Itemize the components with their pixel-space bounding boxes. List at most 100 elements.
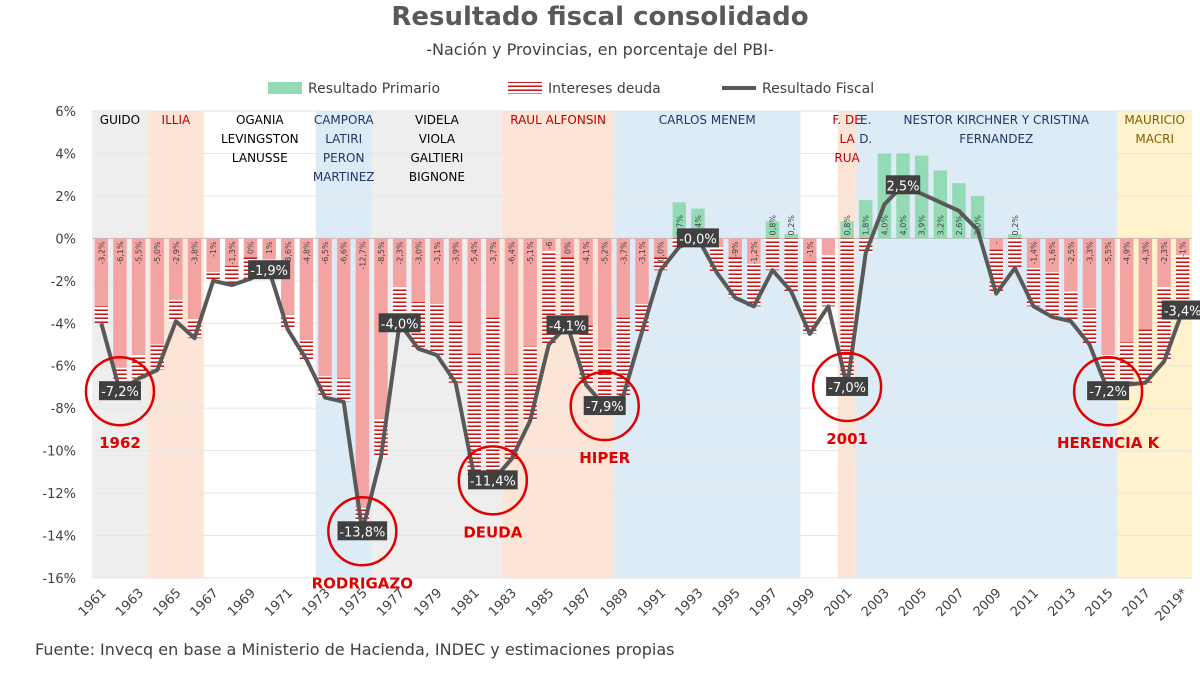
primary-data-label: 1% — [265, 241, 274, 254]
primary-data-label: -1% — [1179, 241, 1188, 257]
interest-bar — [784, 238, 798, 292]
x-tick-label: 1981 — [449, 586, 483, 620]
value-label-box — [1087, 381, 1130, 401]
primary-bar — [486, 238, 500, 317]
x-tick-label: 2003 — [859, 586, 893, 620]
highlight-circle — [84, 355, 156, 427]
primary-data-label: -4,8% — [302, 241, 311, 265]
value-label: -0,0% — [679, 232, 717, 247]
x-tick-label: 1993 — [672, 586, 706, 620]
primary-bar — [747, 238, 761, 264]
primary-data-label: -4,1% — [582, 241, 591, 265]
primary-data-label: 2,6% — [955, 215, 964, 236]
value-label-box — [98, 381, 141, 401]
primary-bar — [989, 238, 1003, 249]
fiscal-line — [99, 183, 1185, 534]
primary-data-label: -3,3% — [1085, 241, 1094, 265]
x-tick-label: 2011 — [1008, 586, 1042, 620]
legend-label: Resultado Primario — [308, 81, 440, 97]
primary-data-label: -3,1% — [638, 241, 647, 265]
x-tick-label: 1999 — [784, 586, 818, 620]
chart-subtitle: -Nación y Provincias, en porcentaje del … — [426, 40, 774, 59]
period-label: RUA — [834, 151, 860, 165]
x-tick-label: 1995 — [710, 586, 744, 620]
y-tick-label: 0% — [55, 232, 76, 247]
primary-data-label: -2,5% — [1067, 241, 1076, 265]
primary-bar — [169, 238, 183, 300]
primary-data-label: -3,8% — [191, 241, 200, 265]
primary-bar — [318, 238, 332, 377]
value-label: 2,5% — [887, 179, 920, 194]
primary-bar — [598, 238, 612, 349]
primary-data-label: -2,9% — [172, 241, 181, 265]
primary-data-label: -3,9% — [452, 241, 461, 265]
interest-bar — [1082, 308, 1097, 345]
x-tick-label: 2005 — [896, 586, 930, 620]
x-tick-label: 1969 — [225, 586, 259, 620]
primary-data-label: - — [992, 241, 1001, 244]
primary-data-label: 0,2% — [787, 215, 796, 236]
x-tick-label: 1989 — [598, 586, 632, 620]
primary-data-label: -12,7% — [358, 241, 367, 270]
primary-bar — [579, 238, 593, 326]
value-label-box — [826, 376, 869, 396]
y-tick-label: -16% — [42, 572, 76, 587]
primary-data-label: 0% — [563, 241, 572, 254]
period-label: F. DE — [832, 113, 861, 127]
period-band — [856, 111, 876, 578]
value-label-box — [546, 315, 589, 335]
interest-bar — [1138, 329, 1153, 383]
interest-bar — [1064, 291, 1078, 322]
period-label: E. — [860, 113, 871, 127]
interest-bar — [598, 348, 612, 407]
period-label: RAUL ALFONSIN — [510, 113, 606, 127]
primary-data-label: -5,5% — [1104, 241, 1113, 265]
x-tick-label: 2015 — [1083, 586, 1117, 620]
primary-data-label: 3,2% — [936, 215, 945, 236]
primary-bar — [840, 221, 854, 239]
value-label-box — [676, 228, 719, 248]
primary-data-label: 0,0% — [657, 241, 666, 262]
y-tick-label: 4% — [55, 147, 76, 162]
x-tick-label: 1991 — [635, 586, 669, 620]
interest-bar — [821, 255, 836, 307]
primary-bar — [467, 238, 481, 353]
y-tick-label: -12% — [42, 487, 76, 502]
interest-bar — [169, 299, 183, 322]
x-tick-label: 2009 — [971, 586, 1005, 620]
primary-data-label: -1% — [806, 241, 815, 257]
interest-bar — [504, 374, 519, 460]
value-label-box — [885, 175, 921, 195]
y-tick-label: -10% — [42, 445, 76, 460]
period-label: CAMPORA — [314, 113, 374, 127]
value-label: -7,9% — [586, 400, 624, 415]
highlight-circle — [569, 370, 640, 442]
primary-data-label: 1,4% — [694, 215, 703, 236]
primary-bar — [430, 238, 444, 305]
period-label: OGANIA — [236, 113, 284, 127]
primary-bar — [94, 238, 109, 307]
primary-data-label: -3,7% — [489, 241, 498, 265]
primary-bar — [896, 153, 910, 239]
interest-bar — [1008, 238, 1022, 269]
interest-bar — [448, 321, 463, 383]
x-tick-label: 1967 — [188, 586, 222, 620]
value-label-box — [1161, 300, 1200, 320]
annotation-label: HIPER — [579, 449, 630, 467]
primary-bar — [1008, 234, 1022, 239]
primary-bar — [411, 238, 425, 303]
period-label: VIDELA — [415, 113, 460, 127]
primary-bar — [1138, 238, 1153, 330]
primary-data-label: -2,3% — [1160, 241, 1169, 265]
x-tick-label: 2019* — [1153, 586, 1192, 625]
primary-bar — [821, 238, 836, 256]
period-label: LATIRI — [325, 132, 362, 146]
x-tick-label: 1963 — [113, 586, 147, 620]
primary-bar — [616, 238, 631, 317]
primary-bar — [187, 238, 202, 320]
y-tick-label: -14% — [42, 530, 76, 545]
interest-bar — [206, 272, 220, 281]
primary-data-label: 0,8% — [843, 215, 852, 236]
primary-data-label: 0% — [246, 241, 255, 254]
interest-bar — [430, 304, 444, 356]
